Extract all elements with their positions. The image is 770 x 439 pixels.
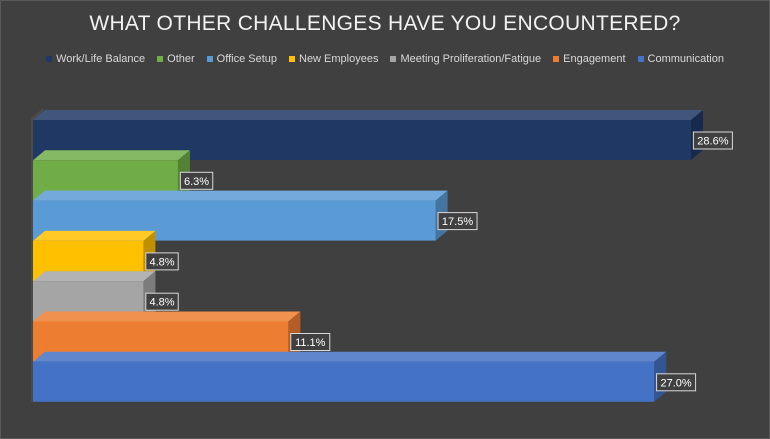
data-label-text: 27.0%: [660, 377, 691, 389]
legend-swatch: [289, 56, 295, 62]
legend-label: Office Setup: [216, 53, 277, 65]
data-label-text: 28.6%: [697, 136, 728, 148]
bar-top-face: [33, 311, 301, 322]
bar-top-face: [33, 230, 156, 241]
data-label-text: 4.8%: [149, 256, 174, 268]
bar-top-face: [33, 190, 448, 201]
legend-swatch: [553, 56, 560, 62]
bar-top-face: [33, 271, 156, 282]
data-label-office-setup: 17.5%: [437, 212, 478, 231]
legend-item-work-life-balance: Work/Life Balance: [46, 53, 145, 65]
data-label-work-life-balance: 28.6%: [692, 131, 733, 150]
legend-swatch: [157, 56, 164, 62]
data-label-engagement: 11.1%: [290, 333, 331, 351]
bar-top-face: [33, 351, 667, 362]
legend-label: Meeting Proliferation/Fatigue: [400, 53, 542, 65]
data-label-box: [290, 333, 331, 351]
legend-item-new-employees: New Employees: [289, 53, 378, 65]
chart-title: WHAT OTHER CHALLENGES HAVE YOU ENCOUNTER…: [89, 12, 681, 35]
legend-item-communication: Communication: [637, 53, 724, 65]
legend-label: Communication: [647, 53, 724, 65]
legend: Work/Life Balance Other Office Setup New Em…: [0, 53, 770, 65]
legend-swatch: [390, 56, 397, 62]
legend-swatch: [46, 56, 53, 62]
data-label-box: [692, 131, 733, 150]
legend-item-meeting-proliferation-fatigue: Meeting Proliferation/Fatigue: [390, 53, 541, 65]
data-label-communication: 27.0%: [656, 373, 697, 392]
data-label-box: [179, 171, 214, 190]
bar-front-face: [33, 361, 655, 402]
data-label-text: 6.3%: [184, 176, 209, 188]
data-label-other: 6.3%: [179, 171, 214, 190]
data-label-new-employees: 4.8%: [145, 252, 179, 271]
legend-label: Engagement: [563, 53, 626, 65]
legend-swatch: [206, 56, 213, 62]
data-label-box: [656, 373, 697, 392]
data-label-meeting-proliferation-fatigue: 4.8%: [145, 292, 179, 311]
data-label-box: [437, 212, 478, 231]
bar-top-face: [33, 150, 190, 161]
legend-item-engagement: Engagement: [553, 53, 626, 65]
legend-item-other: Other: [157, 53, 195, 65]
legend-label: Other: [167, 53, 195, 65]
legend-label: Work/Life Balance: [56, 53, 146, 65]
bar-top-face: [33, 110, 703, 120]
data-label-text: 4.8%: [149, 297, 174, 309]
legend-item-office-setup: Office Setup: [206, 53, 277, 65]
data-label-text: 17.5%: [442, 216, 473, 228]
legend-label: New Employees: [299, 53, 379, 65]
bar-communication: [33, 351, 667, 402]
legend-swatch: [637, 56, 644, 62]
data-label-box: [145, 252, 179, 271]
bar-work-life-balance: [33, 110, 703, 160]
data-label-text: 11.1%: [295, 337, 326, 349]
data-label-box: [145, 292, 179, 311]
